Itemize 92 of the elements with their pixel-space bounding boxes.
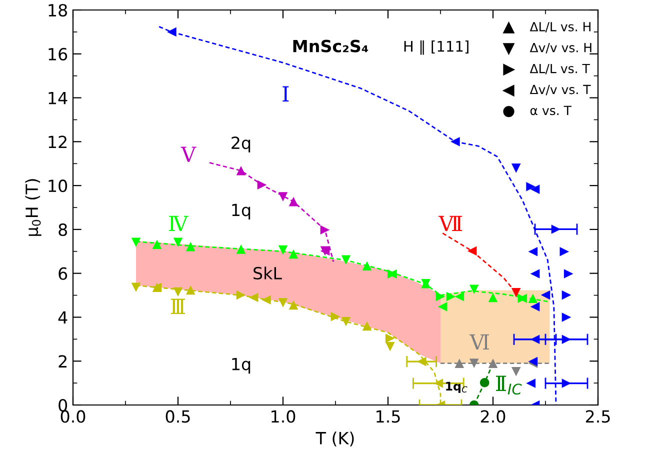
- point: [341, 255, 351, 265]
- annotation: Δv/v vs. H: [530, 43, 592, 54]
- point: [454, 358, 464, 368]
- y-tick-label: 0: [58, 398, 68, 412]
- point: [320, 225, 330, 235]
- point: [467, 246, 477, 256]
- annotation: Ⅰ: [282, 86, 289, 102]
- point: [469, 358, 479, 368]
- point: [511, 288, 521, 298]
- point: [288, 249, 298, 259]
- point: [173, 287, 183, 297]
- annotation: Ⅳ: [169, 216, 188, 232]
- annotation: Δv/v vs. T: [530, 84, 591, 96]
- point: [288, 196, 298, 206]
- point: [248, 292, 258, 302]
- point: [530, 302, 540, 312]
- point: [530, 184, 540, 194]
- x-tick-label: 0.5: [166, 410, 190, 423]
- point: [540, 290, 550, 300]
- point: [362, 321, 372, 331]
- point: [186, 242, 196, 252]
- y-tick-label: 16: [48, 48, 68, 60]
- point: [186, 285, 196, 295]
- point: [152, 240, 162, 250]
- annotation: 1q$_{C}$: [446, 382, 468, 393]
- point: [278, 298, 288, 308]
- point: [526, 378, 536, 388]
- annotation: 1q: [232, 204, 250, 220]
- y-tick-label: 4: [58, 311, 68, 324]
- y-tick-label: 14: [48, 92, 68, 104]
- y-tick-label: 12: [48, 136, 66, 148]
- annotation: MnSc₂S₄: [293, 40, 368, 52]
- x-tick-label: 0.0: [60, 410, 86, 423]
- point: [530, 334, 540, 344]
- y-tick-label: 6: [58, 267, 68, 280]
- point: [511, 366, 521, 376]
- y-tick-label: 2: [58, 355, 66, 368]
- point: [434, 378, 444, 388]
- point: [530, 269, 540, 278]
- point: [131, 238, 141, 248]
- x-axis-title: T (K): [316, 432, 354, 446]
- point: [288, 300, 298, 310]
- point: [562, 312, 572, 322]
- point: [528, 246, 538, 256]
- point: [236, 166, 246, 176]
- y-tick-label: 10: [48, 180, 68, 192]
- point: [257, 180, 267, 190]
- point: [131, 282, 141, 292]
- point: [330, 312, 340, 322]
- point: [362, 261, 372, 271]
- annotation: H ∥ [111]: [404, 40, 468, 55]
- y-tick-label: 8: [58, 223, 67, 236]
- annotation: Ⅱ$_{IC}$: [496, 376, 522, 395]
- annotation: 2q: [232, 136, 250, 152]
- x-tick-label: 2.5: [586, 410, 610, 423]
- point: [488, 292, 498, 302]
- point: [278, 192, 288, 202]
- point: [341, 316, 351, 326]
- x-tick-label: 2.0: [480, 410, 506, 423]
- annotation: Ⅶ: [438, 216, 462, 232]
- point: [560, 246, 570, 256]
- point: [488, 358, 498, 368]
- y-tick-label: 18: [48, 4, 67, 17]
- point: [564, 269, 574, 278]
- point: [236, 290, 246, 300]
- y-axis-title: μ$_{0}$H (T): [25, 179, 42, 236]
- point: [480, 378, 490, 388]
- x-tick-label: 1.0: [272, 410, 296, 423]
- point: [278, 245, 288, 255]
- annotation: 1q: [232, 358, 250, 374]
- point: [562, 334, 572, 344]
- annotation: SkL: [254, 266, 282, 280]
- annotation: Ⅵ: [469, 334, 489, 350]
- line-series: [208, 162, 334, 262]
- annotation: ΔL/L vs. H: [530, 22, 590, 32]
- annotation: ΔL/L vs. T: [530, 64, 590, 74]
- annotation: α vs. T: [530, 106, 572, 116]
- point: [385, 342, 395, 352]
- point: [562, 290, 572, 300]
- point: [167, 27, 176, 37]
- annotation: Ⅲ: [170, 298, 186, 314]
- point: [236, 244, 246, 254]
- point: [173, 238, 183, 248]
- point: [450, 137, 460, 146]
- point: [416, 356, 426, 366]
- point: [469, 284, 479, 294]
- point: [526, 182, 536, 192]
- point: [385, 334, 395, 343]
- point: [528, 294, 538, 304]
- x-tick-label: 1.5: [376, 410, 400, 423]
- annotation: Ⅴ: [180, 146, 196, 162]
- point: [262, 295, 271, 305]
